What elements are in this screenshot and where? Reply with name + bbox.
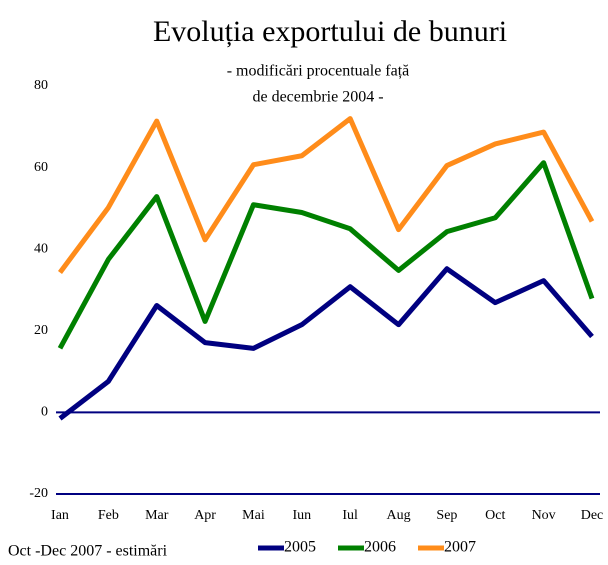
y-tick-label: 60 bbox=[34, 160, 48, 175]
legend-label: 2005 bbox=[284, 539, 316, 556]
x-tick-label: Mar bbox=[145, 508, 169, 523]
legend-label: 2006 bbox=[364, 539, 396, 556]
series-line bbox=[57, 160, 595, 350]
x-tick-label: Feb bbox=[98, 508, 119, 523]
x-tick-label: Aug bbox=[386, 508, 410, 523]
series-line bbox=[58, 266, 594, 421]
series-line bbox=[57, 116, 595, 274]
y-tick-label: 80 bbox=[34, 78, 48, 93]
note: Oct -Dec 2007 - estimări bbox=[8, 543, 168, 560]
x-tick-label: Iul bbox=[342, 508, 358, 523]
chart-subtitle: - modificări procentuale față bbox=[227, 63, 410, 80]
x-tick-label: Dec bbox=[581, 508, 604, 523]
y-tick-label: 20 bbox=[34, 323, 48, 338]
chart-title: Evoluția exportului de bunuri bbox=[153, 15, 507, 48]
y-tick-label: -20 bbox=[29, 486, 48, 501]
chart-subtitle: de decembrie 2004 - bbox=[252, 89, 383, 106]
y-tick-label: 40 bbox=[34, 241, 48, 256]
legend-label: 2007 bbox=[444, 539, 476, 556]
x-tick-label: Nov bbox=[532, 508, 556, 523]
x-tick-label: Sep bbox=[436, 508, 457, 523]
y-tick-label: 0 bbox=[41, 405, 48, 420]
x-tick-label: Ian bbox=[51, 508, 69, 523]
x-tick-label: Mai bbox=[242, 508, 265, 523]
x-tick-label: Iun bbox=[292, 508, 311, 523]
x-tick-label: Apr bbox=[194, 508, 216, 523]
x-tick-label: Oct bbox=[485, 508, 505, 523]
